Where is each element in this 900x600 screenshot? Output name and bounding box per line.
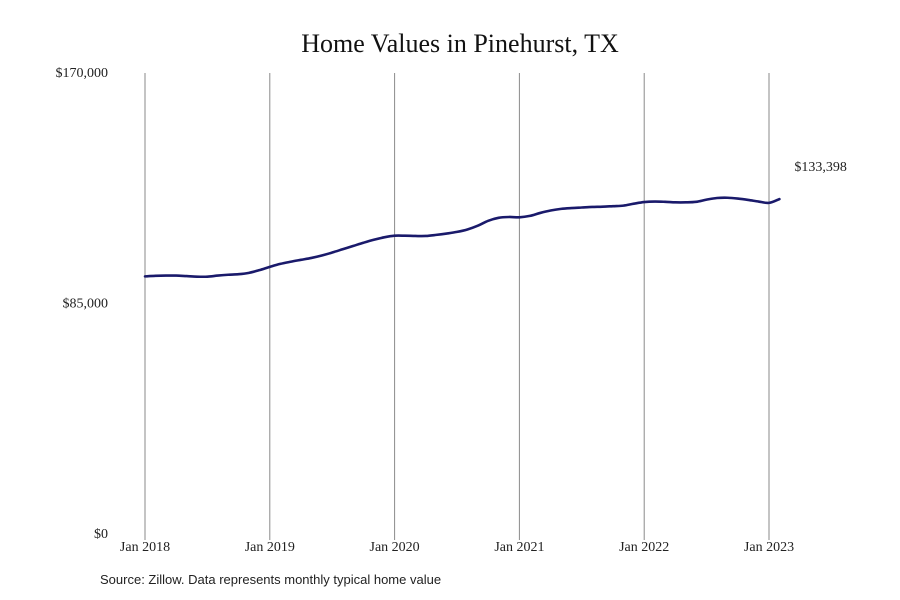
x-tick-label: Jan 2021 <box>494 540 544 555</box>
source-note: Source: Zillow. Data represents monthly … <box>100 572 442 587</box>
y-axis-ticks: $0 $85,000 $170,000 <box>56 66 109 542</box>
end-value-label: $133,398 <box>794 160 847 175</box>
x-tick-label: Jan 2018 <box>120 540 170 555</box>
x-tick-label: Jan 2022 <box>619 540 669 555</box>
x-tick-label: Jan 2019 <box>245 540 295 555</box>
x-tick-label: Jan 2023 <box>744 540 794 555</box>
y-tick-label: $0 <box>94 527 108 542</box>
x-axis-ticks: Jan 2018 Jan 2019 Jan 2020 Jan 2021 Jan 2022… <box>120 540 794 555</box>
gridlines <box>144 73 770 540</box>
series-line <box>143 196 781 279</box>
x-tick-label: Jan 2020 <box>370 540 420 555</box>
chart-title: Home Values in Pinehurst, TX <box>301 29 619 58</box>
y-tick-label: $170,000 <box>56 66 109 81</box>
y-tick-label: $85,000 <box>63 297 109 312</box>
series-layer: $133,398 <box>143 160 847 279</box>
